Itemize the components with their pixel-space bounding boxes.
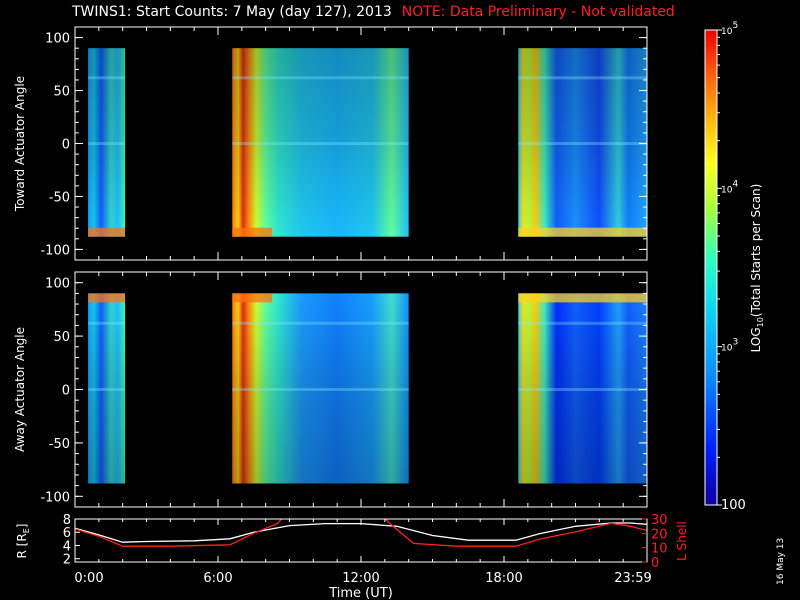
- title-main: TWINS1: Start Counts: 7 May (day 127), 2…: [72, 4, 392, 20]
- colorbar-tick-base: 100: [721, 498, 746, 513]
- colorbar-tick-base: 10: [721, 185, 733, 195]
- r-axis-label-sub: E: [22, 528, 31, 533]
- y-tick-label: -50: [49, 437, 70, 452]
- horizontal-band: [518, 321, 647, 325]
- colorbar-tick-label: 104: [721, 179, 738, 195]
- y-tick-label: -50: [49, 190, 70, 205]
- y-tick-label: 100: [45, 277, 70, 292]
- data-segment-shade: [88, 48, 126, 237]
- y2-tick-label: 20: [651, 527, 668, 542]
- colorbar-tick-exp: 5: [732, 21, 738, 31]
- edge-band: [232, 293, 273, 303]
- horizontal-band: [518, 388, 647, 391]
- away-panel: 100 50 0 -50 -100 Away Actuator Angle: [13, 271, 648, 508]
- edge-band: [518, 293, 647, 303]
- lshell-axis-label: L Shell: [675, 521, 689, 561]
- chart-title: TWINS1: Start Counts: 7 May (day 127), 2…: [72, 4, 675, 20]
- axes-frame: [74, 518, 648, 563]
- r-series-line: [75, 522, 647, 543]
- y-tick-label: 0: [62, 138, 70, 153]
- data-segment-shade: [518, 48, 647, 237]
- y-tick-label: 0: [62, 384, 70, 399]
- y2-tick-label: 10: [651, 542, 668, 557]
- horizontal-band: [88, 388, 126, 391]
- y-tick-label: 2: [63, 553, 71, 568]
- horizontal-band: [88, 321, 126, 325]
- r-axis-label-main: R [R: [15, 533, 29, 558]
- horizontal-band: [232, 321, 409, 325]
- y2-tick-label: 0: [651, 556, 659, 571]
- x-tick-label: 6:00: [203, 571, 232, 586]
- y-tick-label: 8: [63, 513, 71, 528]
- horizontal-band: [88, 76, 126, 80]
- colorbar-tick-exp: 3: [732, 338, 738, 348]
- y-axis-label: Toward Actuator Angle: [13, 76, 27, 212]
- edge-band: [232, 227, 273, 237]
- title-note: NOTE: Data Preliminary - Not validated: [401, 4, 675, 20]
- colorbar-tick-label: 100: [721, 498, 746, 513]
- horizontal-band: [232, 76, 409, 80]
- colorbar-label-main: LOG: [749, 327, 763, 352]
- x-tick-label: 23:59: [614, 571, 651, 586]
- horizontal-band: [232, 142, 409, 145]
- footer-date: 16 May 13: [776, 537, 786, 585]
- data-segment-shade: [232, 293, 409, 484]
- x-axis-label: Time (UT): [328, 586, 393, 600]
- y-tick-label: 50: [53, 85, 70, 100]
- colorbar-label-sub: 10: [756, 317, 765, 327]
- r-axis-label: R [RE]: [15, 524, 31, 559]
- y-tick-label: 100: [45, 32, 70, 47]
- x-tick-label: 0:00: [74, 571, 103, 586]
- colorbar-label: LOG10(Total Starts per Scan): [749, 184, 765, 353]
- colorbar-tick-label: 103: [721, 338, 738, 354]
- y-tick-label: -100: [40, 490, 70, 505]
- horizontal-band: [232, 388, 409, 391]
- horizontal-band: [518, 142, 647, 145]
- data-segment-shade: [88, 293, 126, 484]
- horizontal-band: [88, 142, 126, 145]
- edge-band: [518, 227, 647, 237]
- colorbar-tick-label: 105: [721, 21, 738, 37]
- edge-band: [88, 227, 126, 237]
- colorbar-tick-base: 10: [721, 27, 733, 37]
- y-tick-label: 50: [53, 330, 70, 345]
- y-tick-label: 6: [63, 526, 71, 541]
- horizontal-band: [518, 76, 647, 80]
- y-tick-label: -100: [40, 243, 70, 258]
- x-tick-label: 18:00: [485, 571, 522, 586]
- toward-panel: 100 50 0 -50 -100 Toward Actuator Angle: [13, 26, 648, 261]
- colorbar-bar: [704, 29, 718, 506]
- y2-tick-label: 30: [651, 513, 668, 528]
- lshell-series-line: [75, 519, 647, 547]
- data-segment-shade: [232, 48, 409, 237]
- edge-band: [88, 293, 126, 303]
- colorbar-tick-base: 10: [721, 344, 733, 354]
- r-axis-label-tail: ]: [15, 524, 29, 529]
- colorbar-label-tail: (Total Starts per Scan): [749, 184, 763, 318]
- y-axis-label: Away Actuator Angle: [13, 327, 27, 452]
- x-tick-label: 12:00: [342, 571, 379, 586]
- data-segment-shade: [518, 293, 647, 484]
- y-tick-label: 4: [63, 539, 71, 554]
- colorbar-tick-exp: 4: [732, 179, 738, 189]
